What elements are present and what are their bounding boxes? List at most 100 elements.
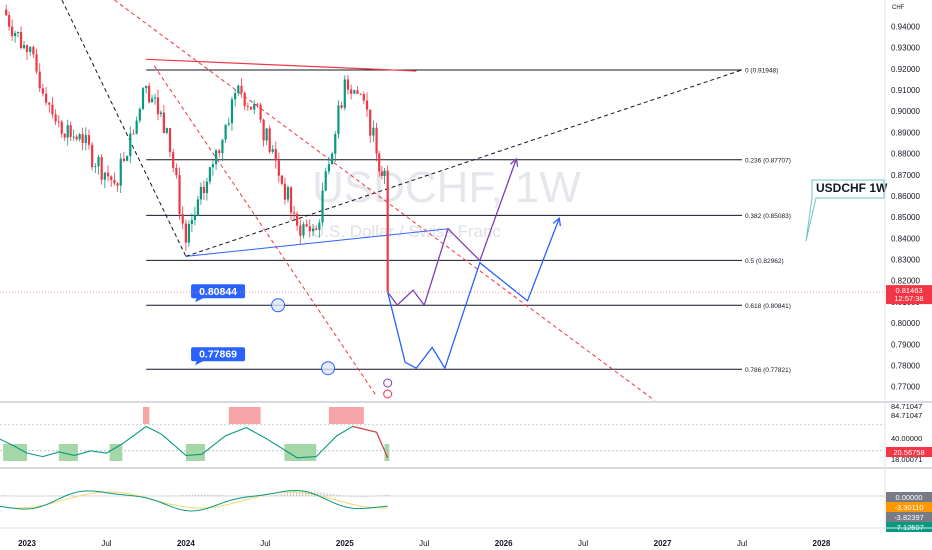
- candle-body: [32, 46, 35, 55]
- candle-body: [153, 97, 157, 99]
- candle-body: [150, 98, 154, 103]
- candle-body: [8, 15, 11, 27]
- x-tick-label: 2023: [18, 539, 36, 548]
- candle-body: [243, 92, 246, 107]
- candle-body: [240, 85, 243, 93]
- candle-body: [253, 103, 256, 110]
- candle-body: [365, 100, 369, 110]
- candle-body: [178, 175, 181, 215]
- trendlines[interactable]: [61, 0, 743, 401]
- candle-body: [386, 170, 389, 293]
- watermark-symbol: USDCHF, 1W: [312, 163, 581, 212]
- candle-body: [41, 88, 44, 94]
- candle-body: [175, 167, 178, 176]
- rsi-value: 20.56758: [893, 448, 924, 457]
- candle-body: [103, 172, 106, 180]
- time-axis[interactable]: 2023 Jul 2024 Jul 2025 Jul 2026 Jul 2027 Jul 2028: [0, 527, 932, 548]
- y-tick-label: 0.79000: [891, 340, 920, 349]
- rsi-oversold-zone: [109, 444, 123, 461]
- macd-value-badge: [886, 492, 932, 502]
- macd-value-badge: [886, 512, 932, 522]
- candle-body: [327, 164, 330, 172]
- rsi-overbought-zone: [228, 407, 261, 424]
- trendline: [185, 228, 449, 257]
- rsi-overbought-zone: [142, 407, 150, 424]
- x-tick-label: Jul: [101, 539, 111, 548]
- rsi-value-badge: [886, 447, 932, 457]
- candle-body: [205, 181, 209, 194]
- callout-marker: [321, 361, 336, 376]
- symbol-label-box[interactable]: USDCHF 1W: [805, 179, 888, 242]
- rsi-line: [0, 425, 389, 459]
- candle-body: [159, 112, 163, 115]
- candle-body: [305, 224, 308, 227]
- candle-body: [249, 106, 253, 110]
- candle-body: [138, 108, 141, 121]
- macd-value-badge: [886, 522, 932, 532]
- candle-body: [286, 187, 290, 200]
- macd-signal-line: [0, 491, 388, 509]
- candle-body: [230, 99, 234, 124]
- candle-body: [277, 160, 280, 176]
- trendline: [114, 0, 655, 401]
- event-icon: [383, 378, 393, 388]
- trendline: [153, 65, 377, 397]
- candle-body: [359, 93, 362, 95]
- candle-body: [48, 102, 51, 105]
- candle-body: [274, 149, 277, 161]
- candle-body: [94, 166, 97, 168]
- y-tick-label: 0.77000: [891, 383, 920, 392]
- x-tick-label: 2026: [495, 539, 513, 548]
- candle-body: [218, 150, 221, 154]
- y-tick-label: 0.92000: [891, 65, 920, 74]
- candle-body: [116, 183, 119, 186]
- x-tick-label: Jul: [578, 539, 588, 548]
- candle-body: [289, 187, 293, 213]
- fib-level-label: 0 (0.91948): [745, 67, 778, 74]
- projection-arrowhead: [552, 216, 561, 227]
- candle-body: [35, 54, 38, 72]
- candle-body: [259, 104, 262, 120]
- projection-path: [387, 217, 560, 370]
- rsi-oversold-zone: [58, 444, 78, 461]
- trendline: [146, 58, 417, 72]
- candle-body: [268, 128, 271, 152]
- candle-body: [100, 157, 103, 180]
- candle-body: [129, 133, 132, 157]
- callout-box: [191, 347, 246, 362]
- candle-body: [221, 139, 224, 154]
- candle-body: [57, 121, 60, 123]
- macd-value-badge: [886, 502, 932, 512]
- candle-body: [113, 180, 116, 184]
- fib-retracement[interactable]: 0 (0.91948) 0.236 (0.87707) 0.382 (0.85083…: [146, 67, 791, 374]
- candle-body: [187, 224, 190, 243]
- candle-body: [91, 144, 94, 168]
- projection-paths[interactable]: [387, 157, 561, 370]
- y-tick-label: 0.91000: [891, 86, 920, 95]
- y-tick-label: 0.93000: [891, 44, 920, 53]
- candle-body: [202, 187, 206, 194]
- x-tick-label: Jul: [260, 539, 270, 548]
- candle-body: [383, 170, 386, 177]
- candle-body: [162, 112, 165, 133]
- candle-body: [132, 133, 135, 135]
- price-callouts: 0.80844 0.77869: [191, 284, 393, 399]
- candle-body: [44, 93, 48, 103]
- candle-body: [75, 136, 78, 140]
- candle-body: [148, 85, 151, 103]
- rsi-axis-label: 84.71047: [891, 402, 922, 411]
- fib-level-label: 0.5 (0.82962): [745, 258, 784, 265]
- projection-arrowhead: [509, 157, 519, 167]
- candle-body: [262, 119, 265, 141]
- candle-body: [302, 224, 305, 236]
- candle-body: [350, 89, 353, 94]
- macd-value: 0.00000: [895, 493, 922, 502]
- candle-body: [292, 212, 296, 214]
- candle-body: [119, 158, 122, 186]
- candle-body: [87, 135, 91, 145]
- candle-body: [13, 32, 17, 37]
- callout-pointer: [195, 360, 206, 366]
- candle-body: [299, 225, 302, 236]
- candle-body: [246, 106, 249, 107]
